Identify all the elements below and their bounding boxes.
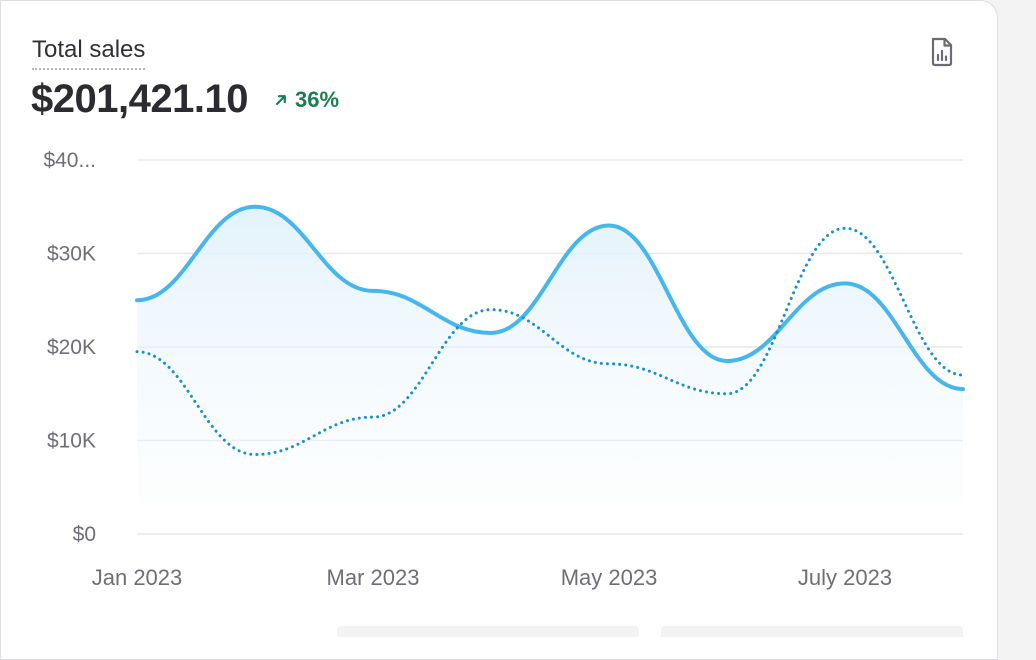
y-tick-label: $40... — [43, 149, 96, 172]
x-tick-label: July 2023 — [798, 565, 892, 590]
sales-line-chart: $0 $10K $20K $30K $40... Jan 2023 Mar 2023 May … — [43, 149, 966, 590]
series-line-current[interactable] — [135, 204, 965, 392]
data-point[interactable] — [252, 452, 258, 458]
page-background-right — [1000, 0, 1036, 636]
growth-percent: 36% — [295, 87, 340, 112]
x-tick-label: Mar 2023 — [327, 565, 420, 590]
data-point[interactable] — [488, 307, 494, 313]
x-tick-label: May 2023 — [561, 565, 658, 590]
card-title: Total sales — [32, 36, 146, 70]
data-point[interactable] — [606, 222, 612, 228]
data-point[interactable] — [134, 349, 140, 355]
data-point[interactable] — [842, 225, 848, 231]
x-tick-label: Jan 2023 — [92, 565, 183, 590]
data-point[interactable] — [724, 391, 730, 397]
bottom-card-edge-right — [661, 626, 963, 637]
bottom-card-edge-left — [337, 626, 639, 637]
total-sales-card: Total sales $201,421.10 36% $0 $10K $20K $3… — [0, 0, 998, 660]
series-area — [137, 206, 963, 504]
y-tick-label: $30K — [47, 243, 96, 266]
series-line-comparison[interactable] — [135, 226, 965, 457]
data-point[interactable] — [488, 330, 494, 336]
growth-badge: 36% — [275, 86, 339, 114]
data-point[interactable] — [252, 204, 258, 210]
data-point[interactable] — [724, 358, 730, 364]
arrow-up-right-icon — [275, 95, 286, 106]
data-point[interactable] — [370, 414, 376, 420]
export-report-button[interactable] — [925, 35, 959, 69]
y-tick-label: $0 — [73, 523, 96, 546]
data-point[interactable] — [606, 361, 612, 367]
data-point[interactable] — [134, 297, 140, 303]
y-tick-label: $20K — [47, 336, 96, 359]
y-tick-label: $10K — [47, 430, 96, 453]
data-point[interactable] — [960, 386, 966, 392]
data-point[interactable] — [370, 288, 376, 294]
data-point[interactable] — [842, 280, 848, 286]
data-point[interactable] — [960, 372, 966, 378]
file-chart-icon — [931, 37, 953, 67]
total-sales-value: $201,421.10 — [31, 77, 248, 121]
